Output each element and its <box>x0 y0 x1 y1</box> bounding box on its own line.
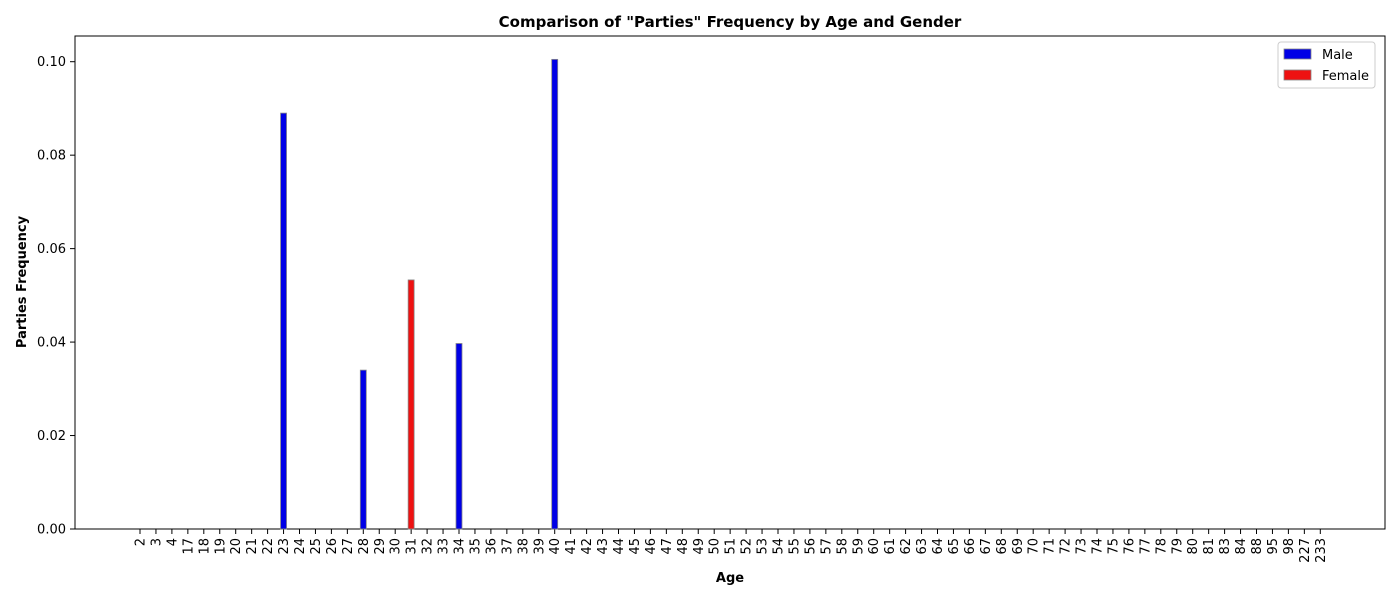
x-tick-label: 38 <box>516 538 531 555</box>
legend-label-male: Male <box>1322 48 1353 63</box>
x-axis-label: Age <box>716 571 744 586</box>
x-tick-label: 50 <box>708 538 723 555</box>
x-tick-label: 41 <box>564 538 579 555</box>
x-tick-label: 47 <box>660 538 675 555</box>
plot-area: 0.000.020.040.060.080.102 3 4 17 18 19 20 21 22 2… <box>37 35 1386 563</box>
x-tick-label: 55 <box>787 538 802 555</box>
chart-title: Comparison of "Parties" Frequency by Age… <box>499 13 962 31</box>
x-tick-label: 227 <box>1298 538 1313 563</box>
x-tick-label: 70 <box>1027 538 1042 555</box>
x-tick-label: 52 <box>740 538 755 555</box>
x-tick-label: 39 <box>532 538 547 555</box>
x-tick-label: 21 <box>245 538 260 555</box>
x-tick-label: 34 <box>453 538 468 555</box>
x-tick-label: 66 <box>963 538 978 555</box>
x-tick-label: 60 <box>867 538 882 555</box>
x-tick-label: 22 <box>261 538 276 555</box>
x-tick-label: 2 <box>134 538 149 546</box>
x-tick-label: 72 <box>1059 538 1074 555</box>
x-tick-label: 61 <box>883 538 898 555</box>
x-tick-label: 3 <box>149 538 164 546</box>
x-tick-label: 51 <box>724 538 739 555</box>
legend-label-female: Female <box>1322 69 1369 84</box>
x-tick-label: 36 <box>484 538 499 555</box>
x-tick-label: 233 <box>1314 538 1329 563</box>
x-tick-label: 19 <box>213 538 228 555</box>
x-tick-label: 65 <box>947 538 962 555</box>
x-tick-label: 48 <box>676 538 691 555</box>
x-tick-label: 67 <box>979 538 994 555</box>
x-tick-label: 43 <box>596 538 611 555</box>
x-tick-label: 78 <box>1154 538 1169 555</box>
x-tick-label: 57 <box>819 538 834 555</box>
x-tick-label: 83 <box>1218 538 1233 555</box>
x-tick-label: 80 <box>1186 538 1201 555</box>
legend-swatch-female <box>1283 69 1312 81</box>
y-tick-label: 0.02 <box>37 429 66 444</box>
x-tick-label: 63 <box>915 538 930 555</box>
y-tick-label: 0.06 <box>37 242 66 257</box>
x-tick-label: 59 <box>851 538 866 555</box>
x-tick-label: 53 <box>756 538 771 555</box>
x-tick-label: 64 <box>931 538 946 555</box>
x-tick-label: 24 <box>293 538 308 555</box>
x-tick-label: 25 <box>309 538 324 555</box>
x-tick-label: 23 <box>277 538 292 555</box>
bar-female-31 <box>407 279 415 530</box>
x-tick-label: 84 <box>1234 538 1249 555</box>
bar-male-40 <box>551 58 559 530</box>
y-tick-label: 0.08 <box>37 149 66 164</box>
x-tick-label: 35 <box>468 538 483 555</box>
x-tick-label: 54 <box>772 538 787 555</box>
x-tick-label: 75 <box>1106 538 1121 555</box>
x-tick-label: 26 <box>325 538 340 555</box>
x-tick-label: 45 <box>628 538 643 555</box>
x-tick-label: 20 <box>229 538 244 555</box>
x-tick-label: 37 <box>500 538 515 555</box>
x-tick-label: 31 <box>405 538 420 555</box>
plot-frame <box>74 35 1386 530</box>
x-tick-label: 81 <box>1202 538 1217 555</box>
x-tick-label: 46 <box>644 538 659 555</box>
x-tick-label: 68 <box>995 538 1010 555</box>
x-tick-label: 17 <box>181 538 196 555</box>
x-tick-label: 77 <box>1138 538 1153 555</box>
bar-male-34 <box>455 343 463 530</box>
x-tick-label: 49 <box>692 538 707 555</box>
x-tick-label: 44 <box>612 538 627 555</box>
x-tick-label: 42 <box>580 538 595 555</box>
legend-swatch-male <box>1283 48 1312 60</box>
x-tick-label: 56 <box>803 538 818 555</box>
x-tick-label: 74 <box>1091 538 1106 555</box>
x-tick-label: 18 <box>197 538 212 555</box>
x-tick-label: 29 <box>373 538 388 555</box>
x-tick-label: 76 <box>1122 538 1137 555</box>
x-tick-label: 28 <box>357 538 372 555</box>
bar-male-23 <box>280 112 287 530</box>
bar-male-28 <box>359 369 367 530</box>
x-tick-label: 73 <box>1075 538 1090 555</box>
x-tick-label: 58 <box>835 538 850 555</box>
x-tick-label: 88 <box>1250 538 1265 555</box>
x-tick-label: 30 <box>389 538 404 555</box>
x-tick-label: 69 <box>1011 538 1026 555</box>
x-tick-label: 33 <box>437 538 452 555</box>
y-tick-label: 0.00 <box>37 523 66 538</box>
x-tick-label: 71 <box>1043 538 1058 555</box>
x-tick-label: 95 <box>1266 538 1281 555</box>
x-tick-label: 40 <box>548 538 563 555</box>
x-tick-label: 27 <box>341 538 356 555</box>
legend: Male Female <box>1277 41 1376 89</box>
x-tick-label: 98 <box>1282 538 1297 555</box>
y-tick-label: 0.04 <box>37 336 66 351</box>
x-tick-label: 62 <box>899 538 914 555</box>
y-axis-label: Parties Frequency <box>15 215 30 348</box>
x-tick-label: 79 <box>1170 538 1185 555</box>
y-tick-label: 0.10 <box>37 55 66 70</box>
x-tick-label: 32 <box>421 538 436 555</box>
x-tick-label: 4 <box>165 538 180 546</box>
